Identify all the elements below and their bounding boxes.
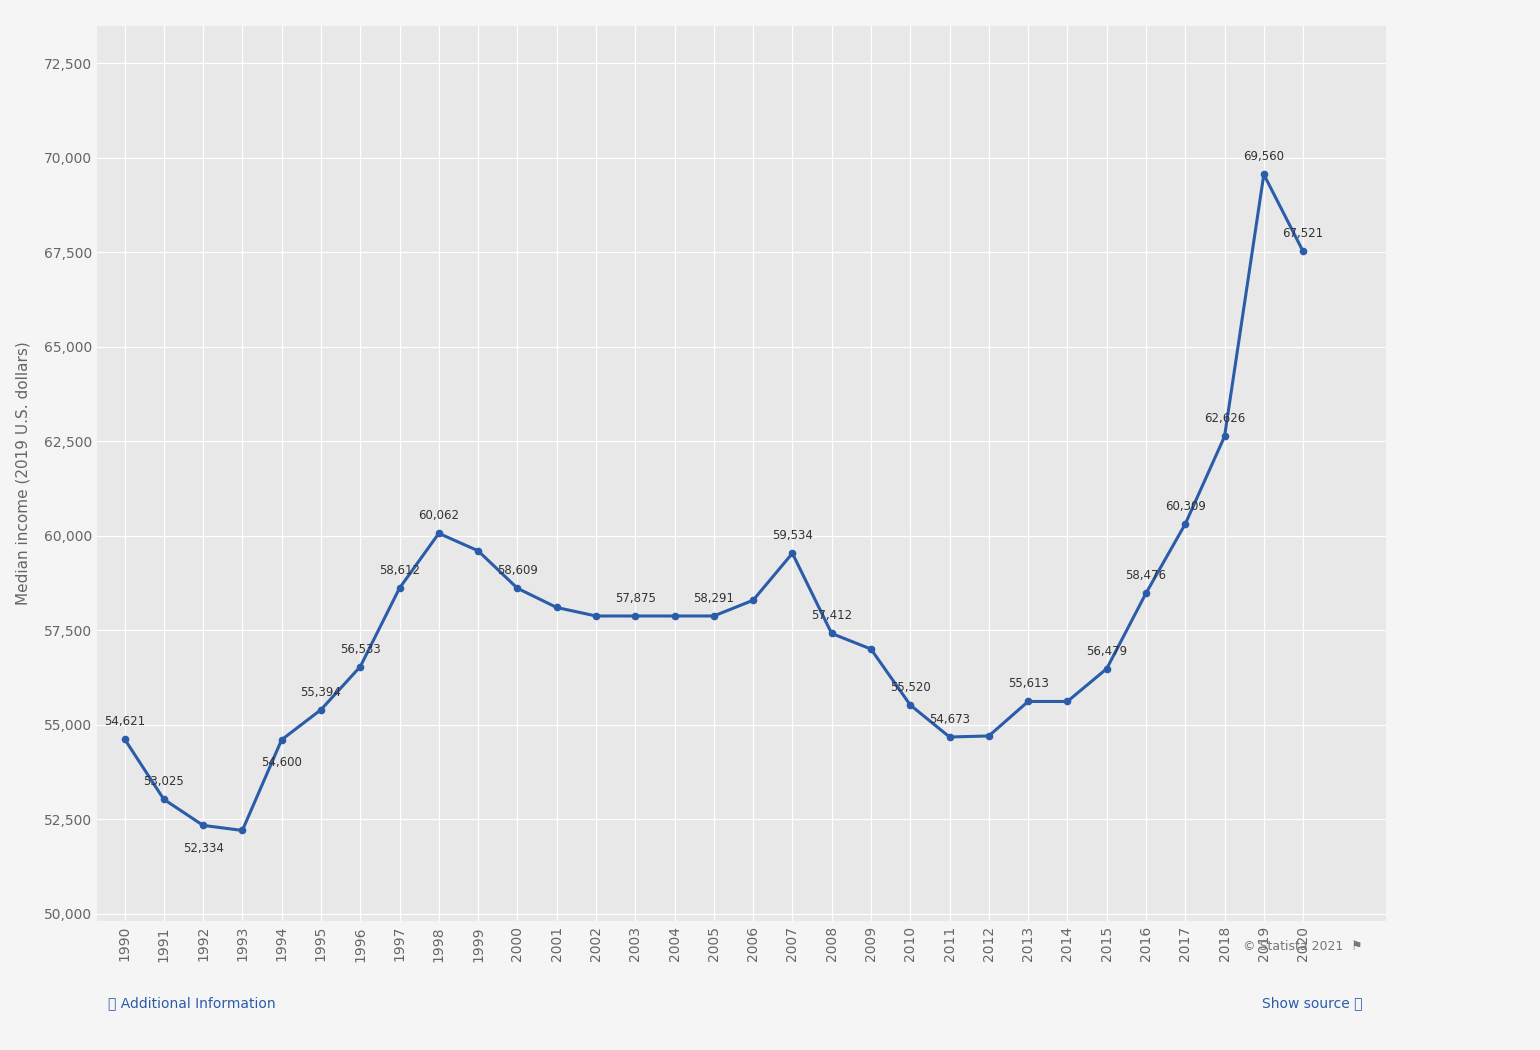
Text: 55,613: 55,613 [1007,677,1049,690]
Text: 56,479: 56,479 [1086,645,1127,657]
Text: 58,612: 58,612 [379,564,420,578]
Text: 60,062: 60,062 [419,509,459,522]
Text: 58,609: 58,609 [497,564,537,578]
Y-axis label: Median income (2019 U.S. dollars): Median income (2019 U.S. dollars) [15,341,29,605]
Text: ⓘ Additional Information: ⓘ Additional Information [108,996,276,1010]
Text: 56,533: 56,533 [340,643,380,655]
Text: 59,534: 59,534 [772,529,813,542]
Text: © Statista 2021  ⚑: © Statista 2021 ⚑ [1243,941,1363,953]
Text: 67,521: 67,521 [1283,228,1324,240]
Text: 55,520: 55,520 [890,680,930,694]
Text: 60,309: 60,309 [1164,500,1206,512]
Text: 58,291: 58,291 [693,592,735,605]
Text: 69,560: 69,560 [1243,150,1284,164]
Text: 53,025: 53,025 [143,775,185,789]
Text: 54,673: 54,673 [929,713,970,726]
Text: 58,476: 58,476 [1126,569,1166,582]
Text: 55,394: 55,394 [300,686,342,698]
Text: Show source ⓘ: Show source ⓘ [1263,996,1363,1010]
Text: 57,875: 57,875 [614,592,656,605]
Text: 52,334: 52,334 [183,842,223,855]
Text: 62,626: 62,626 [1204,413,1246,425]
Text: 54,600: 54,600 [262,756,302,770]
Text: 57,412: 57,412 [812,609,852,623]
Text: 54,621: 54,621 [103,715,145,728]
